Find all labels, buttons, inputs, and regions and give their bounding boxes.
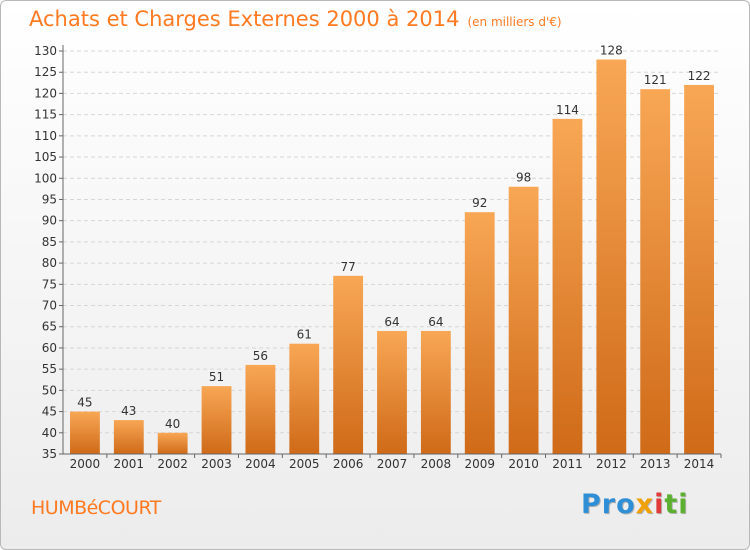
y-tick-label: 100 bbox=[34, 171, 57, 185]
x-tick-label: 2000 bbox=[70, 457, 101, 471]
y-axis: 35 40 45 50 55 60 65 70 75 80 85 90 95 100 105 110 115 12… bbox=[34, 44, 64, 461]
data-label: 45 bbox=[77, 396, 92, 410]
y-tick-label: 125 bbox=[34, 65, 57, 79]
bar bbox=[333, 275, 364, 454]
y-tick-label: 105 bbox=[34, 150, 57, 164]
y-tick-label: 120 bbox=[34, 86, 57, 100]
data-label: 98 bbox=[516, 171, 531, 185]
data-label: 51 bbox=[209, 370, 224, 384]
y-tick-label: 60 bbox=[42, 341, 57, 355]
chart-unit: (en milliers d'€) bbox=[467, 15, 562, 29]
x-axis: 2000 2001 2002 2003 2004 2005 2006 2007 2008 2009… bbox=[63, 453, 722, 471]
logo-part: ti bbox=[664, 489, 689, 520]
bar bbox=[508, 186, 539, 454]
logo-part: x bbox=[635, 489, 655, 520]
y-tick-label: 85 bbox=[42, 235, 57, 249]
x-tick-label: 2004 bbox=[245, 457, 276, 471]
y-tick-label: 130 bbox=[34, 44, 57, 58]
y-tick-label: 40 bbox=[42, 426, 57, 440]
y-tick-label: 90 bbox=[42, 214, 57, 228]
x-tick-label: 2008 bbox=[421, 457, 452, 471]
x-tick-label: 2014 bbox=[684, 457, 715, 471]
data-label: 56 bbox=[253, 349, 268, 363]
data-label: 40 bbox=[165, 417, 180, 431]
bar bbox=[70, 411, 100, 454]
bar bbox=[420, 330, 451, 454]
bar bbox=[596, 59, 627, 454]
y-tick-label: 75 bbox=[42, 277, 57, 291]
data-label: 114 bbox=[556, 103, 579, 117]
chart-title: Achats et Charges Externes 2000 à 2014 (e… bbox=[29, 7, 562, 31]
x-tick-label: 2003 bbox=[201, 457, 232, 471]
data-label: 128 bbox=[600, 43, 623, 57]
y-tick-label: 110 bbox=[34, 129, 57, 143]
bar bbox=[113, 420, 144, 454]
data-label: 77 bbox=[340, 260, 355, 274]
x-tick-label: 2005 bbox=[289, 457, 320, 471]
x-tick-label: 2013 bbox=[640, 457, 671, 471]
x-tick-label: 2001 bbox=[114, 457, 145, 471]
proxiti-logo[interactable]: Proxiti bbox=[581, 489, 689, 520]
logo-part: i bbox=[654, 489, 665, 520]
bar bbox=[552, 118, 583, 454]
x-tick-label: 2007 bbox=[377, 457, 408, 471]
data-label: 61 bbox=[297, 328, 312, 342]
data-label: 92 bbox=[472, 196, 487, 210]
data-label: 64 bbox=[384, 315, 399, 329]
x-tick-label: 2006 bbox=[333, 457, 364, 471]
y-tick-label: 95 bbox=[42, 192, 57, 206]
data-label: 122 bbox=[688, 69, 711, 83]
data-label: 121 bbox=[644, 73, 667, 87]
y-tick-label: 55 bbox=[42, 362, 57, 376]
bar bbox=[377, 330, 407, 454]
bar bbox=[201, 386, 232, 454]
bar bbox=[684, 84, 714, 455]
x-tick-label: 2009 bbox=[464, 457, 495, 471]
y-tick-label: 115 bbox=[34, 108, 57, 122]
data-label: 43 bbox=[121, 404, 136, 418]
data-label: 64 bbox=[428, 315, 443, 329]
y-tick-label: 65 bbox=[42, 320, 57, 334]
chart-title-text: Achats et Charges Externes 2000 à 2014 bbox=[29, 7, 460, 31]
y-tick-label: 50 bbox=[42, 383, 57, 397]
y-tick-label: 80 bbox=[42, 256, 57, 270]
y-tick-label: 35 bbox=[42, 447, 57, 461]
bar bbox=[640, 89, 671, 454]
logo-part: Pro bbox=[581, 489, 636, 520]
y-tick-label: 45 bbox=[42, 405, 57, 419]
x-tick-label: 2010 bbox=[508, 457, 539, 471]
bar bbox=[289, 343, 320, 454]
x-tick-label: 2012 bbox=[596, 457, 627, 471]
commune-name: HUMBéCOURT bbox=[31, 497, 161, 519]
bars: 45 43 40 51 56 61 77 64 64 92 98 114 128 121 122 bbox=[70, 43, 714, 455]
x-tick-label: 2002 bbox=[157, 457, 188, 471]
bar bbox=[245, 364, 276, 454]
bar bbox=[157, 432, 188, 454]
y-tick-label: 70 bbox=[42, 299, 57, 313]
bar bbox=[464, 212, 495, 454]
x-tick-label: 2011 bbox=[552, 457, 583, 471]
